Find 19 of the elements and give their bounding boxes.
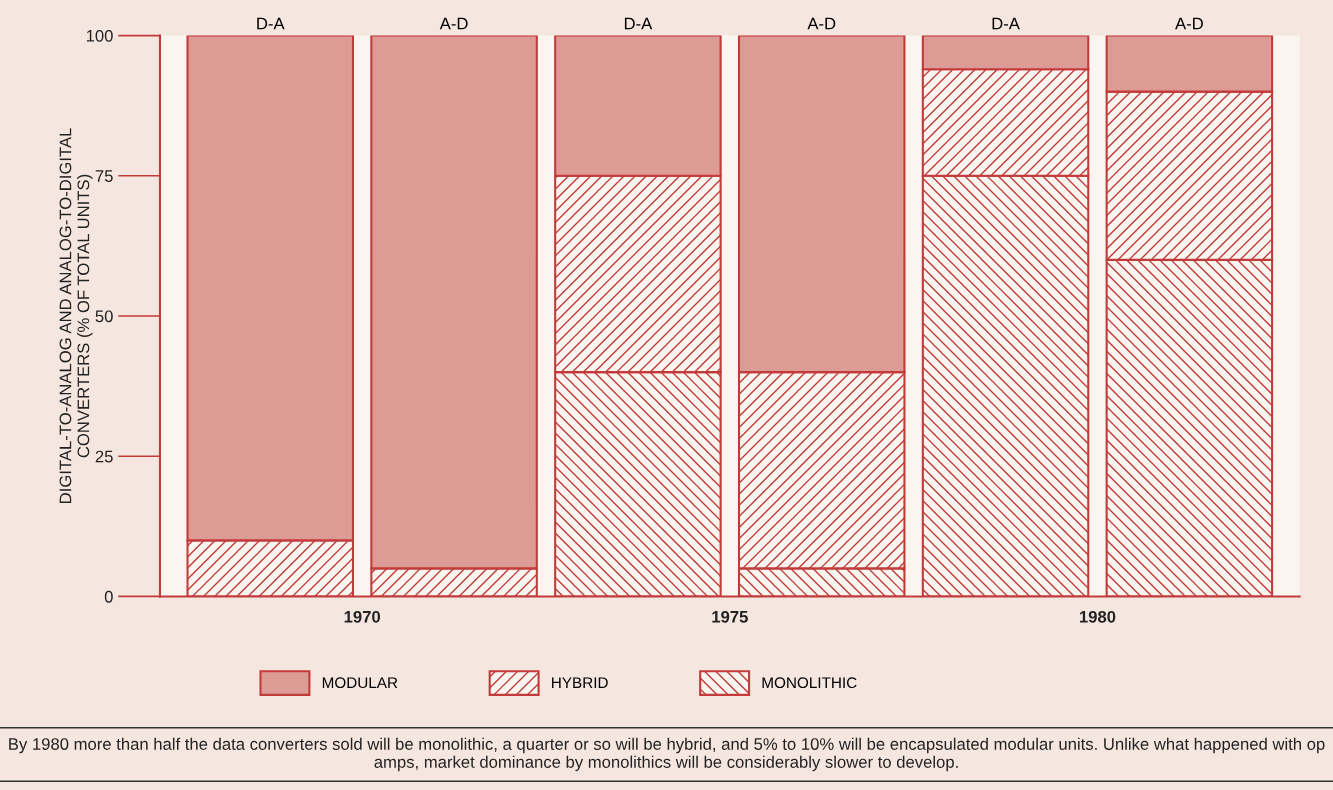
legend-label: HYBRID <box>552 677 608 688</box>
legend-label: MODULAR <box>322 677 398 689</box>
text: By 1980 more than half the data converters sold will be monolithic, a quarter or so will be hybrid, and 5% to 10% will be encapsulated modular units. Unlike what happened with op amps, market dominance by monolithics will be considerably slower to develop. <box>9 737 1325 772</box>
y-tick-label: 50 <box>95 310 113 323</box>
text: 1975 <box>712 610 748 623</box>
x-tick-label: D-A <box>624 17 653 30</box>
y-axis-title: DIGITAL-TO-ANALOG AND ANALOG-TO-DIGITAL CONVERTERS (% OF TOTAL UNITS) <box>59 128 93 503</box>
x-tick-label: A-D <box>439 17 468 30</box>
x-tick-label: D-A <box>992 17 1020 30</box>
x-tick-label: D-A <box>257 17 285 30</box>
y-tick-label: 0 <box>104 590 113 603</box>
legend-label: MONOLITHIC <box>762 677 857 689</box>
text: 1970 <box>344 610 381 623</box>
y-tick-label: 75 <box>95 170 113 182</box>
x-tick-label: A-D <box>1175 17 1203 30</box>
y-tick-label: 100 <box>86 29 113 42</box>
x-tick-label: A-D <box>807 17 836 30</box>
y-tick-label: 25 <box>95 450 113 463</box>
text: 1980 <box>1079 610 1116 623</box>
